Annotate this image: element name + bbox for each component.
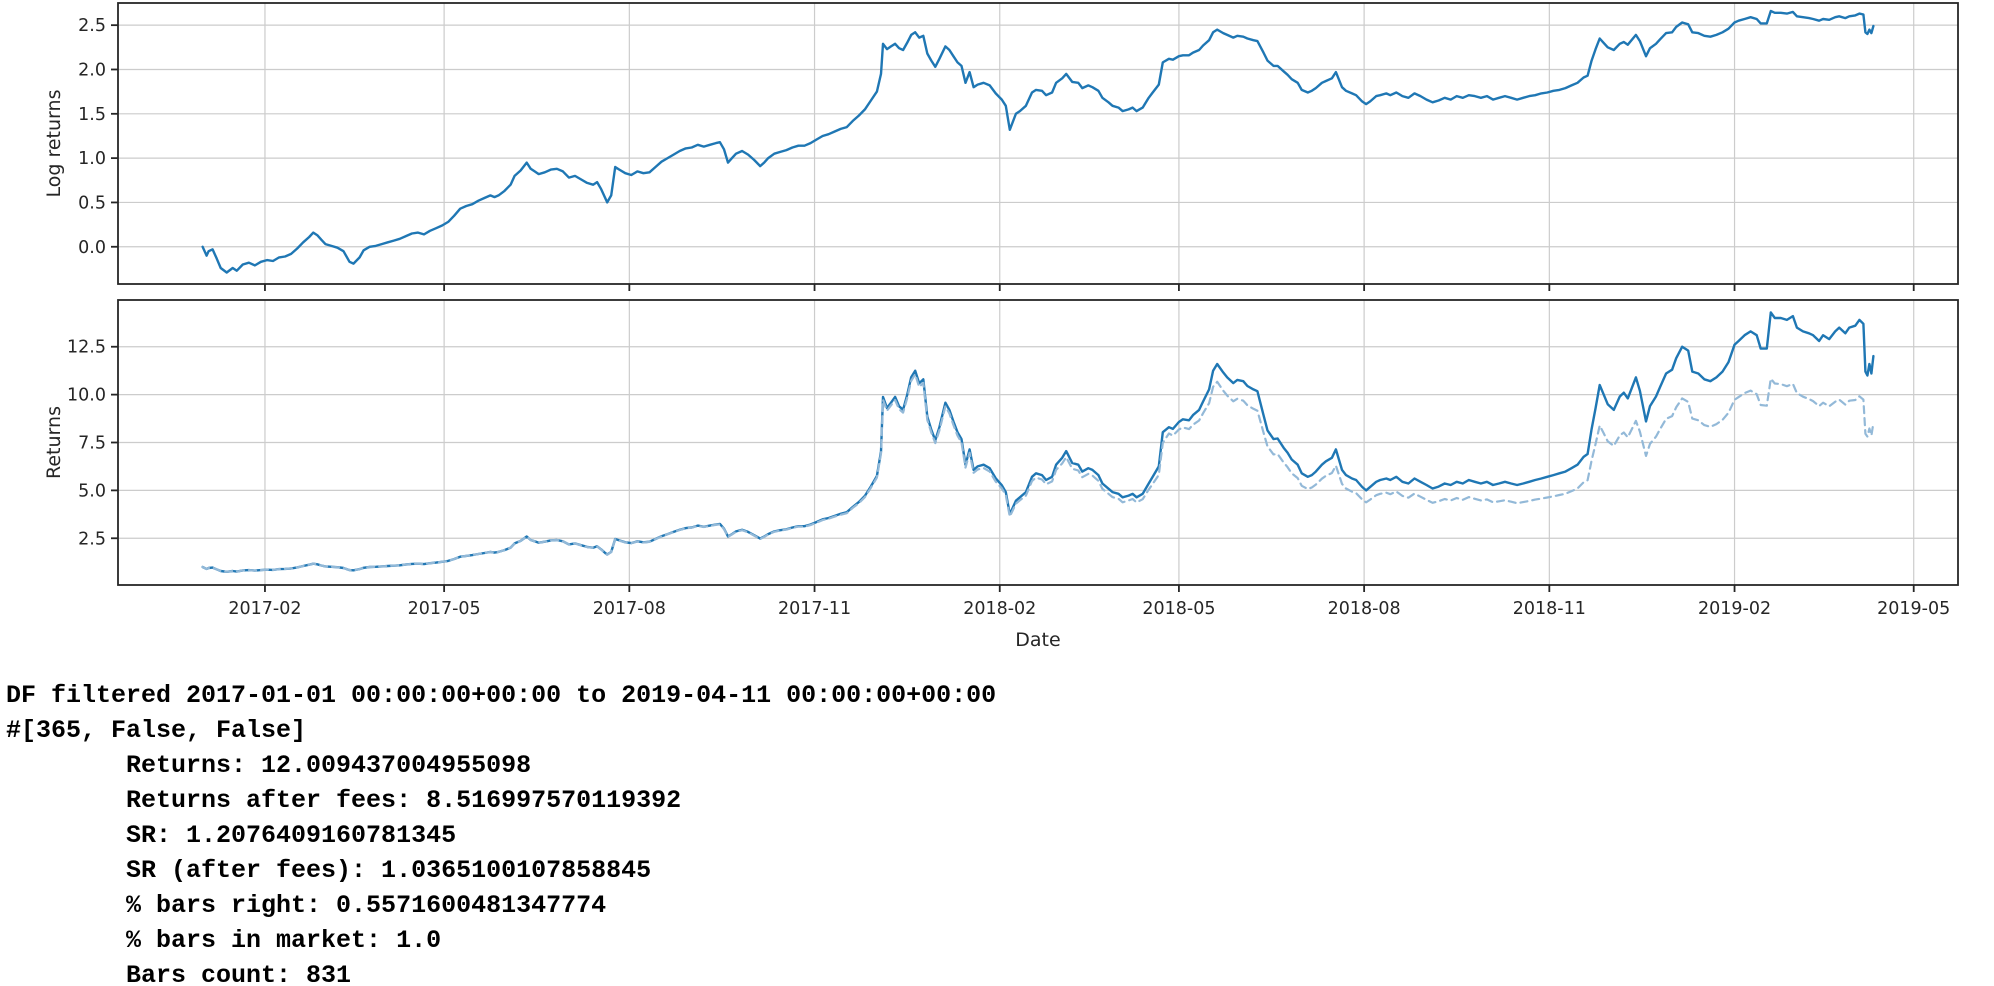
grid-log-returns <box>118 3 1958 284</box>
series-returns-after-fees <box>201 373 1875 573</box>
x-tick-label: 2018-02 <box>963 599 1036 619</box>
x-tick-label: 2017-08 <box>593 599 666 619</box>
x-tick-label: 2017-05 <box>408 599 481 619</box>
tick-marks <box>111 345 1915 592</box>
x-tick-label: 2018-11 <box>1513 599 1586 619</box>
y-tick-label: 12.5 <box>67 338 106 358</box>
y-tick-label: 2.5 <box>78 529 106 549</box>
x-tick-label: 2017-11 <box>778 599 851 619</box>
y-tick-label: 1.5 <box>78 105 106 125</box>
ylabel-returns: Returns <box>43 406 65 479</box>
xlabel: Date <box>1015 629 1060 651</box>
subplot-log-returns: 0.0 0.5 1.0 1.5 2.0 2.5 Log returns <box>43 2 1959 291</box>
y-tick-label: 1.0 <box>78 149 106 169</box>
tick-marks <box>111 24 1915 291</box>
charts-canvas: 0.0 0.5 1.0 1.5 2.0 2.5 Log returns 2.5 5.0 7.5 10… <box>43 2 1959 651</box>
figure: 0.0 0.5 1.0 1.5 2.0 2.5 Log returns 2.5 5.0 7.5 10… <box>43 2 1959 651</box>
y-tick-label: 0.0 <box>78 238 106 258</box>
y-tick-label: 10.0 <box>67 386 106 406</box>
console-output: DF filtered 2017-01-01 00:00:00+00:00 to… <box>6 681 997 986</box>
ylabel-log-returns: Log returns <box>43 90 65 198</box>
x-tick-label: 2019-05 <box>1877 599 1950 619</box>
subplot-returns: 2.5 5.0 7.5 10.0 12.5 Returns 2017-02 2017-05 20… <box>43 299 1959 651</box>
series-log-returns <box>201 9 1875 274</box>
x-tick-label: 2019-02 <box>1698 599 1771 619</box>
x-tick-label: 2018-05 <box>1142 599 1215 619</box>
grid-returns <box>118 300 1958 585</box>
axes-box <box>117 2 1959 285</box>
y-tick-label: 7.5 <box>78 434 106 454</box>
y-tick-label: 5.0 <box>78 481 106 501</box>
y-tick-label: 2.0 <box>78 60 106 80</box>
x-tick-label: 2018-08 <box>1328 599 1401 619</box>
x-tick-label: 2017-02 <box>228 599 301 619</box>
y-tick-label: 2.5 <box>78 16 106 36</box>
y-tick-label: 0.5 <box>78 193 106 213</box>
series-returns <box>201 311 1875 573</box>
